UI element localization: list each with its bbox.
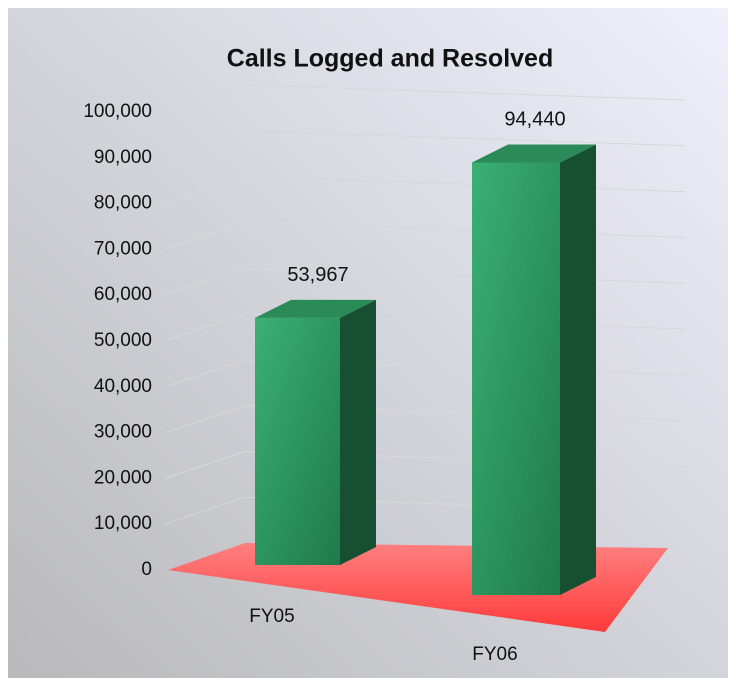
y-tick-label: 40,000 — [94, 376, 152, 397]
bar — [472, 162, 560, 596]
value-label: 94,440 — [504, 109, 565, 131]
bar — [255, 317, 340, 565]
y-tick-label: 0 — [141, 559, 152, 580]
y-tick-label: 80,000 — [94, 193, 152, 214]
bar-top — [255, 299, 376, 318]
bar-side — [560, 144, 596, 596]
x-tick-label: FY06 — [472, 644, 517, 665]
grid-line — [164, 84, 686, 113]
y-tick-label: 50,000 — [94, 330, 152, 351]
y-tick-label: 70,000 — [94, 238, 152, 259]
value-label: 53,967 — [287, 264, 348, 286]
y-tick-label: 60,000 — [94, 284, 152, 305]
bar-top — [472, 144, 596, 163]
y-tick-label: 100,000 — [83, 101, 152, 122]
y-tick-label: 10,000 — [94, 513, 152, 534]
bar-side — [340, 299, 376, 565]
grid-line — [164, 130, 686, 159]
y-tick-label: 20,000 — [94, 467, 152, 488]
chart-title: Calls Logged and Resolved — [227, 45, 553, 73]
x-tick-label: FY05 — [249, 606, 294, 627]
y-tick-label: 30,000 — [94, 422, 152, 443]
y-tick-label: 90,000 — [94, 147, 152, 168]
